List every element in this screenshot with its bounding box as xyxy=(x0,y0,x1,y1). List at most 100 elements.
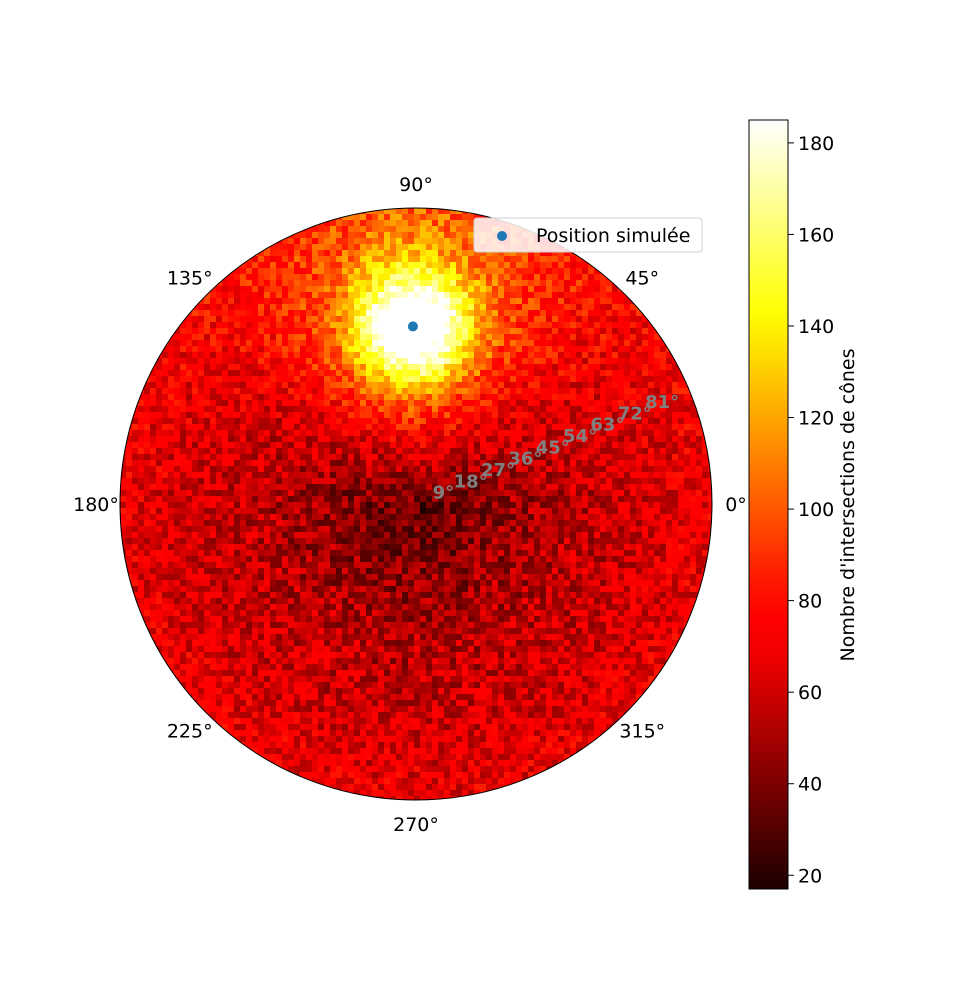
heatmap-cell xyxy=(306,364,313,371)
heatmap-cell xyxy=(258,550,265,557)
heatmap-cell xyxy=(444,298,451,305)
heatmap-cell xyxy=(360,322,367,329)
heatmap-cell xyxy=(570,394,577,401)
heatmap-cell xyxy=(186,436,193,443)
heatmap-cell xyxy=(258,508,265,515)
heatmap-cell xyxy=(612,538,619,545)
heatmap-cell xyxy=(498,454,505,461)
heatmap-cell xyxy=(138,532,145,539)
heatmap-cell xyxy=(420,502,427,509)
heatmap-cell xyxy=(606,526,613,533)
heatmap-cell xyxy=(366,310,373,317)
heatmap-cell xyxy=(144,478,151,485)
heatmap-cell xyxy=(234,430,241,437)
heatmap-cell xyxy=(702,550,709,557)
heatmap-cell xyxy=(210,328,217,335)
heatmap-cell xyxy=(480,520,487,527)
heatmap-cell xyxy=(636,370,643,377)
heatmap-cell xyxy=(270,388,277,395)
heatmap-cell xyxy=(594,460,601,467)
heatmap-cell xyxy=(246,442,253,449)
heatmap-cell xyxy=(264,304,271,311)
heatmap-cell xyxy=(642,322,649,329)
heatmap-cell xyxy=(690,490,697,497)
heatmap-cell xyxy=(126,562,133,569)
heatmap-cell xyxy=(618,526,625,533)
heatmap-cell xyxy=(288,334,295,341)
heatmap-cell xyxy=(162,454,169,461)
heatmap-cell xyxy=(498,370,505,377)
heatmap-cell xyxy=(558,454,565,461)
heatmap-cell xyxy=(252,310,259,317)
heatmap-cell xyxy=(420,400,427,407)
heatmap-cell xyxy=(360,364,367,371)
heatmap-cell xyxy=(552,502,559,509)
heatmap-cell xyxy=(360,370,367,377)
heatmap-cell xyxy=(420,412,427,419)
heatmap-cell xyxy=(342,316,349,323)
heatmap-cell xyxy=(330,364,337,371)
heatmap-cell xyxy=(546,448,553,455)
heatmap-cell xyxy=(402,388,409,395)
heatmap-cell xyxy=(414,394,421,401)
heatmap-cell xyxy=(552,424,559,431)
heatmap-cell xyxy=(288,358,295,365)
heatmap-cell xyxy=(186,496,193,503)
heatmap-cell xyxy=(462,418,469,425)
heatmap-cell xyxy=(612,430,619,437)
heatmap-cell xyxy=(270,496,277,503)
heatmap-cell xyxy=(150,370,157,377)
heatmap-cell xyxy=(546,508,553,515)
heatmap-cell xyxy=(324,496,331,503)
heatmap-cell xyxy=(378,418,385,425)
heatmap-cell xyxy=(192,370,199,377)
heatmap-cell xyxy=(264,298,271,305)
heatmap-cell xyxy=(324,370,331,377)
heatmap-cell xyxy=(420,454,427,461)
heatmap-cell xyxy=(432,322,439,329)
heatmap-cell xyxy=(414,400,421,407)
heatmap-cell xyxy=(270,304,277,311)
heatmap-cell xyxy=(630,346,637,353)
heatmap-cell xyxy=(414,358,421,365)
heatmap-cell xyxy=(558,544,565,551)
heatmap-cell xyxy=(438,412,445,419)
heatmap-cell xyxy=(474,364,481,371)
heatmap-cell xyxy=(696,478,703,485)
heatmap-cell xyxy=(618,430,625,437)
heatmap-cell xyxy=(564,454,571,461)
heatmap-cell xyxy=(636,520,643,527)
heatmap-cell xyxy=(282,520,289,527)
heatmap-cell xyxy=(504,310,511,317)
heatmap-cell xyxy=(258,418,265,425)
heatmap-cell xyxy=(366,352,373,359)
heatmap-cell xyxy=(258,502,265,509)
heatmap-cell xyxy=(366,394,373,401)
heatmap-cell xyxy=(216,442,223,449)
heatmap-cell xyxy=(654,484,661,491)
heatmap-cell xyxy=(708,520,712,527)
heatmap-cell xyxy=(552,490,559,497)
heatmap-cell xyxy=(234,556,241,563)
heatmap-cell xyxy=(276,406,283,413)
heatmap-cell xyxy=(276,454,283,461)
heatmap-cell xyxy=(444,214,451,221)
heatmap-cell xyxy=(312,514,319,521)
heatmap-cell xyxy=(606,508,613,515)
heatmap-cell xyxy=(426,226,433,233)
heatmap-cell xyxy=(432,244,439,251)
heatmap-cell xyxy=(558,448,565,455)
heatmap-cell xyxy=(342,532,349,539)
heatmap-cell xyxy=(246,292,253,299)
heatmap-cell xyxy=(396,460,403,467)
heatmap-cell xyxy=(702,526,709,533)
heatmap-cell xyxy=(468,364,475,371)
heatmap-cell xyxy=(540,376,547,383)
heatmap-cell xyxy=(294,454,301,461)
heatmap-cell xyxy=(174,370,181,377)
heatmap-cell xyxy=(282,340,289,347)
heatmap-cell xyxy=(396,532,403,539)
heatmap-cell xyxy=(228,544,235,551)
heatmap-cell xyxy=(216,304,223,311)
heatmap-cell xyxy=(396,490,403,497)
